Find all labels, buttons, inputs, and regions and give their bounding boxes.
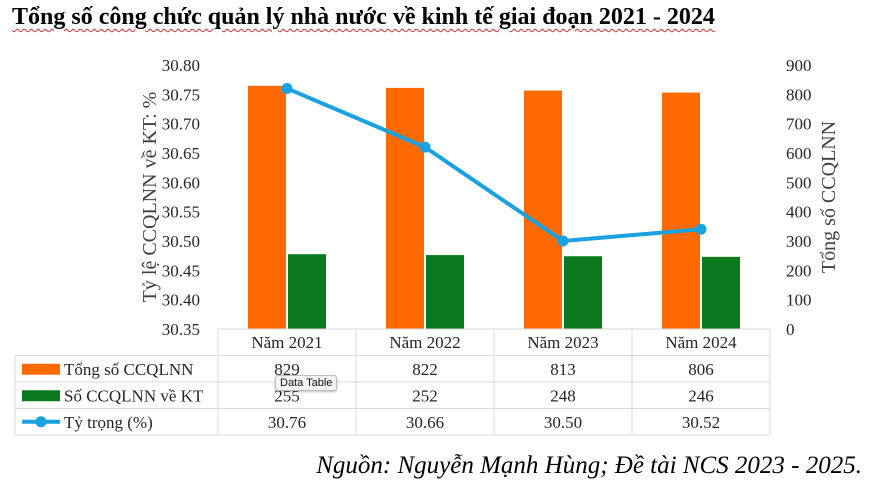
bar-total-ccqlnn — [524, 90, 562, 330]
bar-total-ccqlnn — [662, 92, 700, 329]
category-label: Năm 2021 — [251, 333, 322, 352]
bar-total-ccqlnn — [386, 87, 424, 329]
table-cell: 252 — [412, 386, 438, 405]
bar-ccqlnn-kt — [702, 256, 740, 329]
left-axis-tick-label: 30.65 — [162, 144, 200, 163]
bar-total-ccqlnn — [248, 85, 286, 330]
right-axis-tick-label: 400 — [786, 203, 812, 222]
table-cell: 255 — [274, 386, 300, 405]
table-cell: 248 — [550, 386, 576, 405]
table-cell: 30.76 — [268, 413, 306, 432]
legend-label: Số CCQLNN về KT — [64, 386, 204, 405]
right-axis-tick-label: 800 — [786, 85, 812, 104]
table-cell: 246 — [688, 386, 714, 405]
ratio-point — [695, 223, 707, 235]
left-axis-tick-label: 30.45 — [162, 261, 200, 280]
left-axis-tick-label: 30.75 — [162, 85, 200, 104]
left-axis-tick-label: 30.40 — [162, 291, 200, 310]
legend-swatch — [35, 416, 47, 428]
left-axis-tick-label: 30.70 — [162, 115, 200, 134]
data-table-tooltip: Data Table — [275, 375, 338, 391]
bar-ccqlnn-kt — [564, 256, 602, 329]
table-cell: 822 — [412, 360, 438, 379]
right-axis-tick-label: 300 — [786, 232, 812, 251]
ratio-point — [281, 82, 293, 94]
legend-label: Tổng số CCQLNN — [64, 360, 193, 379]
right-axis-tick-label: 600 — [786, 144, 812, 163]
category-label: Năm 2023 — [527, 333, 598, 352]
right-axis-tick-label: 0 — [786, 320, 795, 339]
right-axis-tick-label: 200 — [786, 261, 812, 280]
left-axis-tick-label: 30.50 — [162, 232, 200, 251]
legend-label: Tỷ trọng (%) — [64, 413, 153, 432]
source-note: Nguồn: Nguyễn Mạnh Hùng; Đề tài NCS 2023… — [316, 452, 862, 479]
table-cell: 806 — [688, 360, 714, 379]
table-cell: 30.66 — [406, 413, 444, 432]
table-cell: 813 — [550, 360, 576, 379]
chart-title: Tổng số công chức quản lý nhà nước về ki… — [12, 4, 715, 30]
legend-swatch — [22, 363, 60, 375]
category-label: Năm 2022 — [389, 333, 460, 352]
legend-swatch — [22, 390, 60, 402]
table-cell: 829 — [274, 360, 300, 379]
left-axis-title: Tỷ lệ CCQLNN về KT: % — [139, 92, 161, 303]
table-cell: 30.52 — [682, 413, 720, 432]
right-axis-title: Tổng số CCQLNN — [818, 121, 840, 273]
left-axis-tick-label: 30.55 — [162, 203, 200, 222]
right-axis-tick-label: 500 — [786, 173, 812, 192]
bar-ccqlnn-kt — [426, 255, 464, 329]
table-cell: 30.50 — [544, 413, 582, 432]
ratio-line — [285, 86, 703, 243]
left-axis-tick-label: 30.80 — [162, 56, 200, 75]
right-axis-tick-label: 700 — [786, 115, 812, 134]
ratio-point — [419, 141, 431, 153]
ratio-point — [557, 235, 569, 247]
left-axis-tick-label: 30.35 — [162, 320, 200, 339]
right-axis-tick-label: 100 — [786, 291, 812, 310]
category-label: Năm 2024 — [665, 333, 737, 352]
left-axis-tick-label: 30.60 — [162, 173, 200, 192]
bar-ccqlnn-kt — [288, 254, 326, 329]
right-axis-tick-label: 900 — [786, 56, 812, 75]
